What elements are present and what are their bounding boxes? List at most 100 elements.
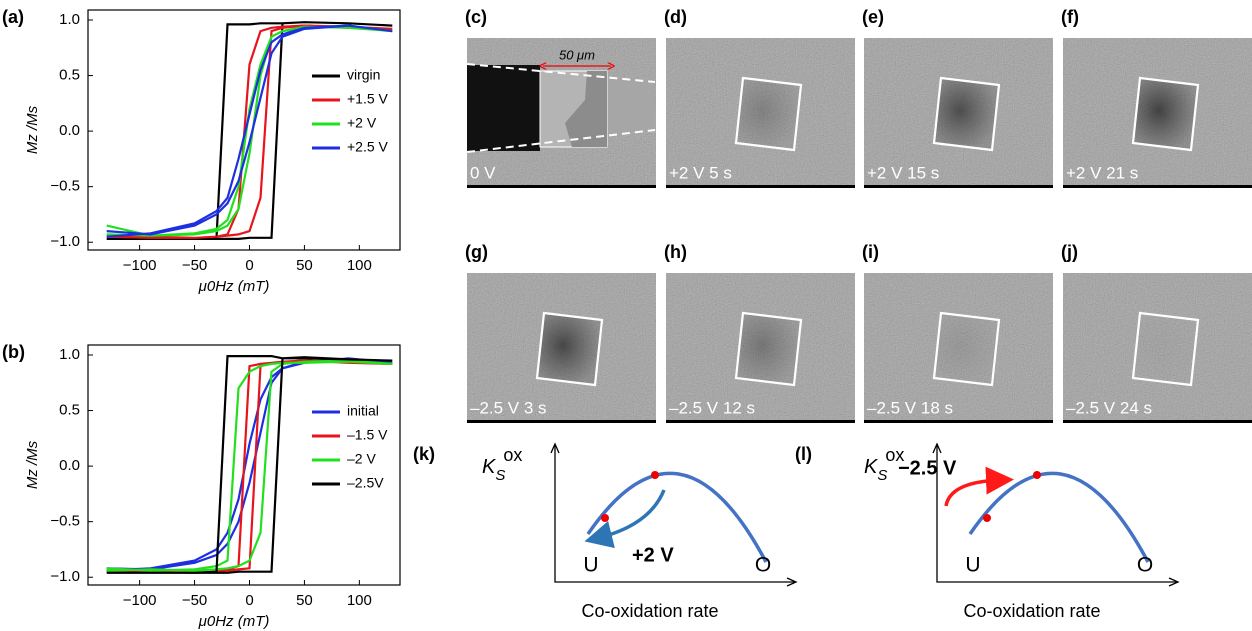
left-end: U [965,554,980,577]
panel-label: (f) [1061,7,1079,27]
domain-darkening [537,313,602,385]
subscript: S [877,467,887,484]
symbol: K [864,456,879,478]
bottom-bar [467,185,656,188]
caption: –2.5 V 3 s [470,398,547,417]
electrode-outline [535,311,604,387]
panel-label: (e) [862,7,884,27]
legend-label: –1.5 V [347,427,388,443]
y-tick-label: 0.0 [59,122,80,139]
superscript: ox [503,445,522,465]
y-tick-label: 0.5 [59,67,80,84]
electrode-outline [734,311,803,387]
bottom-bar [467,420,656,423]
axis-arrow [786,577,798,587]
chart: −100 −50 0 50 100 −1.0 −0.5 0.0 0.5 1.0 μ0Hz (mT) M… [2,7,401,295]
x-tick-label: 100 [347,592,372,609]
panel-label: (j) [1061,242,1078,262]
legend-label: virgin [347,67,380,83]
bottom-bar [864,185,1053,188]
panel-label: (l) [795,444,812,464]
image-panel: (i) –2.5 V 18 s [862,242,1053,423]
x-tick-label: −50 [182,257,207,274]
arrow-label: −2.5 V [898,457,957,479]
y-axis-symbol: KSox [864,445,904,484]
panel-label: (c) [465,7,487,27]
caption: –2.5 V 18 s [867,398,953,417]
y-tick-label: −0.5 [50,513,80,530]
superscript: ox [885,445,904,465]
domain-darkening [736,313,801,385]
x-tick-label: 0 [245,592,253,609]
state-dot [1033,471,1041,479]
arrow [944,466,1014,507]
axis-arrow [1168,577,1180,587]
data-line [106,24,393,239]
y-axis-label: Mz /Ms [24,440,41,489]
y-tick-label: 1.0 [59,11,80,28]
electrode-outline [932,76,1001,152]
domain-darkening [1133,78,1198,150]
dark-region [467,65,540,151]
image-panel: (d) +2 V 5 s [664,7,855,188]
diagram: (l) KSox U O Co-oxidation rate −2.5 V [795,442,1180,621]
panel-label: (k) [413,444,435,464]
domain [565,71,607,147]
x-axis-label: μ0Hz (mT) [198,613,270,630]
x-axis-label: Co-oxidation rate [581,601,718,621]
data-line [106,24,393,238]
axis-arrow [932,442,942,454]
axes [936,445,1177,583]
image-panel: (j) –2.5 V 24 s [1061,242,1252,423]
legend-label: +2 V [347,115,377,131]
bottom-bar [1063,185,1252,188]
data-line [106,355,393,574]
x-tick-label: −100 [123,257,157,274]
x-tick-label: −100 [123,592,157,609]
caption: –2.5 V 12 s [669,398,755,417]
caption: +2 V 21 s [1066,163,1138,182]
y-tick-label: −0.5 [50,178,80,195]
caption: +2 V 5 s [669,163,732,182]
chart: −100 −50 0 50 100 −1.0 −0.5 0.0 0.5 1.0 μ0Hz (mT) M… [2,342,401,630]
image-panel: (f) +2 V 21 s [1061,7,1252,188]
x-axis-label: μ0Hz (mT) [198,278,270,295]
y-tick-label: 1.0 [59,346,80,363]
y-tick-label: −1.0 [50,233,80,250]
electrode-outline [734,76,803,152]
axis-arrow [550,442,560,454]
plot-frame [87,9,401,251]
image-panel: (e) +2 V 15 s [862,7,1053,188]
x-tick-label: −50 [182,592,207,609]
image-panel: (c) 50 μm 0 V [465,7,656,188]
data-line [106,21,393,240]
legend-label: –2 V [347,451,376,467]
arrow [584,489,666,549]
electrode-outline [1131,311,1200,387]
legend-label: initial [347,403,379,419]
bottom-bar [1063,420,1252,423]
domain-darkening [736,78,801,150]
right-end: O [755,554,771,577]
dashed-edge [466,63,656,83]
electrode-outline [1131,76,1200,152]
domain-darkening [1133,313,1198,385]
dashed-edge [466,129,656,153]
domain-darkening [934,313,999,385]
y-tick-label: 0.0 [59,457,80,474]
symbol: K [482,456,497,478]
caption: –2.5 V 24 s [1066,398,1152,417]
y-tick-label: −1.0 [50,568,80,585]
panel-label: (a) [2,7,24,27]
bottom-bar [666,185,855,188]
diagram: (k) KSox U O Co-oxidation rate +2 V [413,442,798,621]
legend-label: +1.5 V [347,91,389,107]
data-line [106,359,393,572]
x-tick-label: 50 [296,592,313,609]
legend-label: +2.5 V [347,139,389,155]
state-dot [651,471,659,479]
panel-label: (g) [465,242,488,262]
bottom-bar [666,420,855,423]
right-end: O [1137,554,1153,577]
